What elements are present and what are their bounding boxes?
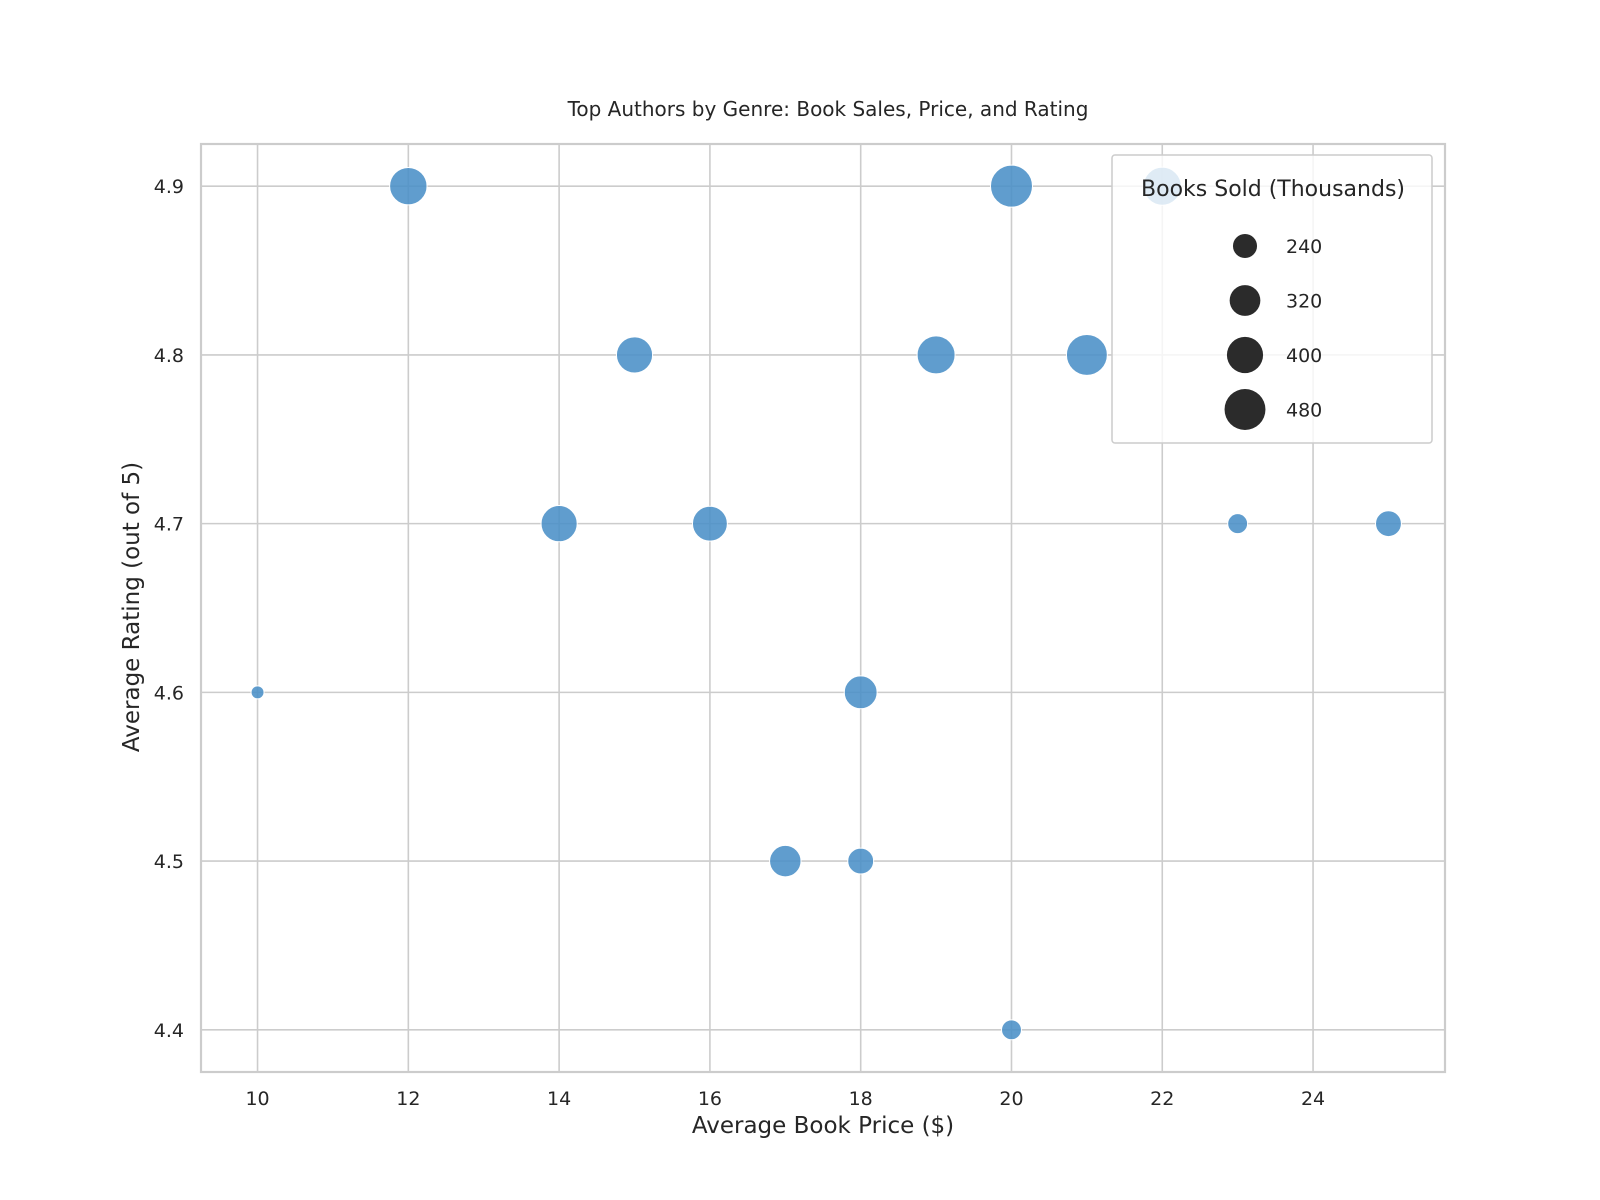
- y-tick-label: 4.9: [154, 176, 184, 198]
- legend-marker: [1224, 389, 1266, 430]
- y-tick-label: 4.5: [154, 851, 184, 873]
- x-tick-label: 10: [245, 1088, 269, 1110]
- legend-title: Books Sold (Thousands): [1141, 177, 1405, 202]
- legend-marker: [1226, 336, 1264, 374]
- legend-entry-label: 400: [1286, 345, 1322, 367]
- legend-box: [1111, 154, 1433, 444]
- data-points: [250, 164, 1402, 1041]
- data-point: [843, 675, 878, 710]
- tick-labels: 10 12 14 16 18 20 22 24 4.4 4.5 4.6 4.7 4.8 4.9: [154, 176, 1325, 1110]
- data-point: [916, 335, 956, 375]
- data-point: [769, 844, 802, 878]
- data-point: [1227, 513, 1249, 535]
- y-tick-label: 4.6: [154, 682, 184, 704]
- x-tick-label: 22: [1150, 1088, 1174, 1110]
- legend-entry-label: 480: [1286, 400, 1322, 422]
- chart-title: Top Authors by Genre: Book Sales, Price,…: [567, 97, 1089, 121]
- data-point: [1001, 1019, 1022, 1041]
- x-tick-label: 24: [1301, 1088, 1325, 1110]
- legend-entries: 240 320 400 480: [1224, 233, 1322, 430]
- data-point: [691, 505, 728, 542]
- data-point: [847, 847, 875, 875]
- legend: Books Sold (Thousands) 240 320 400 480: [1111, 154, 1433, 444]
- y-tick-label: 4.7: [154, 514, 184, 536]
- x-tick-label: 12: [396, 1088, 420, 1110]
- x-tick-label: 14: [547, 1088, 571, 1110]
- data-point: [540, 505, 578, 543]
- x-axis-label: Average Book Price ($): [692, 1113, 954, 1139]
- data-point: [389, 166, 428, 206]
- data-point: [615, 336, 654, 374]
- data-point: [1065, 333, 1108, 376]
- legend-marker: [1229, 285, 1261, 316]
- plot-frame: [199, 142, 1447, 1074]
- x-tick-label: 20: [999, 1088, 1023, 1110]
- legend-entry-label: 320: [1286, 291, 1322, 313]
- y-tick-label: 4.8: [154, 345, 184, 367]
- x-tick-label: 18: [849, 1088, 873, 1110]
- legend-marker: [1232, 233, 1258, 259]
- y-axis-label: Average Rating (out of 5): [119, 462, 145, 752]
- y-tick-label: 4.4: [154, 1020, 184, 1042]
- data-point: [989, 164, 1033, 208]
- legend-entry-label: 240: [1286, 236, 1322, 258]
- x-tick-label: 16: [698, 1088, 722, 1110]
- data-point: [1375, 510, 1402, 538]
- plot-area-border: [199, 142, 1447, 1074]
- data-point: [250, 685, 265, 700]
